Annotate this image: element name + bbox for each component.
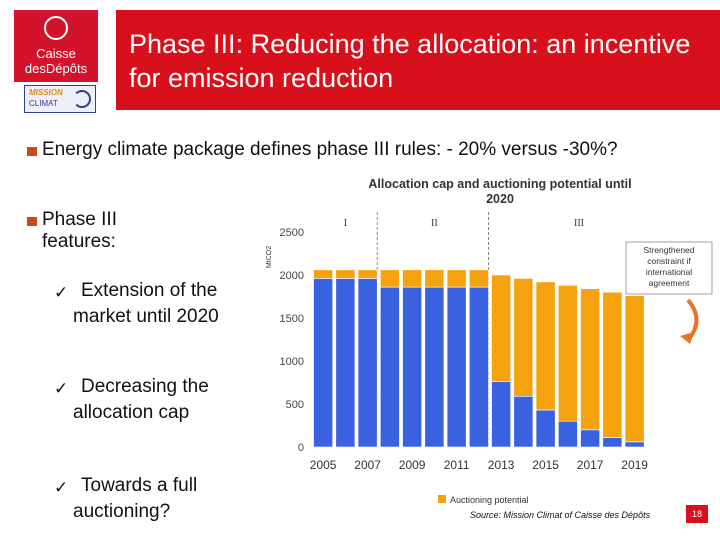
page-title: Phase III: Reducing the allocation: an i… xyxy=(129,29,691,93)
y-tick-label: 2500 xyxy=(280,227,304,239)
allocation-bar xyxy=(513,395,534,448)
page-number: 18 xyxy=(686,505,708,523)
y-tick-label: 500 xyxy=(286,399,304,411)
chart-title: Allocation cap and auctioning potential … xyxy=(368,177,631,206)
title-banner: Phase III: Reducing the allocation: an i… xyxy=(116,10,720,110)
checkmark-icon: ✓ xyxy=(54,379,69,399)
annotation-box xyxy=(625,241,713,295)
mission-logo-line2: CLIMAT xyxy=(29,99,58,108)
y-axis-label: MtCO2 xyxy=(266,246,273,268)
legend-swatch xyxy=(438,495,446,503)
bullet-icon xyxy=(27,147,37,156)
auctioning-bar xyxy=(535,281,556,411)
logo-line1: Caisse xyxy=(36,46,76,61)
auctioning-bar xyxy=(424,269,445,288)
auctioning-bar xyxy=(602,291,623,438)
x-tick-label: 2009 xyxy=(399,458,426,472)
allocation-bar xyxy=(558,420,578,448)
annotation-text: Strengthened constraint if international ag… xyxy=(643,245,694,288)
x-tick-label: 2015 xyxy=(532,458,559,472)
x-tick-label: 2005 xyxy=(310,458,337,472)
allocation-bar xyxy=(424,286,445,448)
allocation-bar xyxy=(446,286,467,448)
auctioning-bar xyxy=(402,269,422,288)
emblem-icon xyxy=(44,16,68,40)
x-tick-label: 2007 xyxy=(354,458,381,472)
y-tick-label: 0 xyxy=(298,442,304,454)
auctioning-bar xyxy=(580,288,600,431)
phase-label: III xyxy=(574,218,584,229)
allocation-bar xyxy=(380,286,400,448)
allocation-bar xyxy=(402,286,422,448)
x-tick-label: 2019 xyxy=(621,458,648,472)
logo-line2: desDépôts xyxy=(24,61,88,76)
y-tick-label: 2000 xyxy=(280,270,304,282)
auctioning-bar xyxy=(313,269,333,279)
allocation-chart: Allocation cap and auctioning potential … xyxy=(266,177,713,505)
x-tick-label: 2013 xyxy=(488,458,515,472)
checkmark-icon: ✓ xyxy=(54,478,69,498)
allocation-bar xyxy=(580,429,600,448)
auctioning-bar xyxy=(357,269,378,279)
arrow-head-icon xyxy=(680,332,694,344)
swoosh-icon xyxy=(73,90,91,108)
auctioning-bar xyxy=(380,269,400,288)
auctioning-bar xyxy=(624,295,645,443)
bullet-icon xyxy=(27,217,37,226)
mission-climat-logo: MISSION CLIMAT xyxy=(24,85,96,113)
bullet-text: Phase III features: xyxy=(42,209,117,252)
y-tick-label: 1000 xyxy=(280,356,304,368)
auctioning-bar xyxy=(513,278,534,397)
sub-bullet-text: Towards a full auctioning? xyxy=(73,475,198,522)
sub-bullet-text: Extension of the market until 2020 xyxy=(73,280,219,327)
auctioning-bar xyxy=(469,269,489,288)
allocation-bar xyxy=(624,441,645,448)
allocation-bar xyxy=(602,437,623,448)
allocation-bar xyxy=(469,286,489,448)
x-tick-label: 2011 xyxy=(444,458,470,472)
mission-logo-line1: MISSION xyxy=(29,88,63,97)
phase-label: II xyxy=(431,218,438,229)
auctioning-bar xyxy=(446,269,467,288)
phase-label: I xyxy=(344,218,347,229)
allocation-bar xyxy=(313,278,333,448)
allocation-bar xyxy=(335,278,356,448)
allocation-bar xyxy=(357,278,378,448)
sub-bullet-text: Decreasing the allocation cap xyxy=(73,376,209,423)
caisse-des-depots-logo: Caisse desDépôts xyxy=(14,10,98,82)
allocation-bar xyxy=(491,381,511,448)
auctioning-bar xyxy=(335,269,356,279)
auctioning-bar xyxy=(558,285,578,422)
bullet-text: Energy climate package defines phase III… xyxy=(42,139,618,160)
checkmark-icon: ✓ xyxy=(54,283,69,303)
source-note: Source: Mission Climat of Caisse des Dép… xyxy=(470,510,651,520)
legend-label: Auctioning potential xyxy=(450,495,529,505)
x-tick-label: 2017 xyxy=(577,458,604,472)
y-tick-label: 1500 xyxy=(280,313,304,325)
auctioning-bar xyxy=(491,274,511,382)
allocation-bar xyxy=(535,409,556,448)
